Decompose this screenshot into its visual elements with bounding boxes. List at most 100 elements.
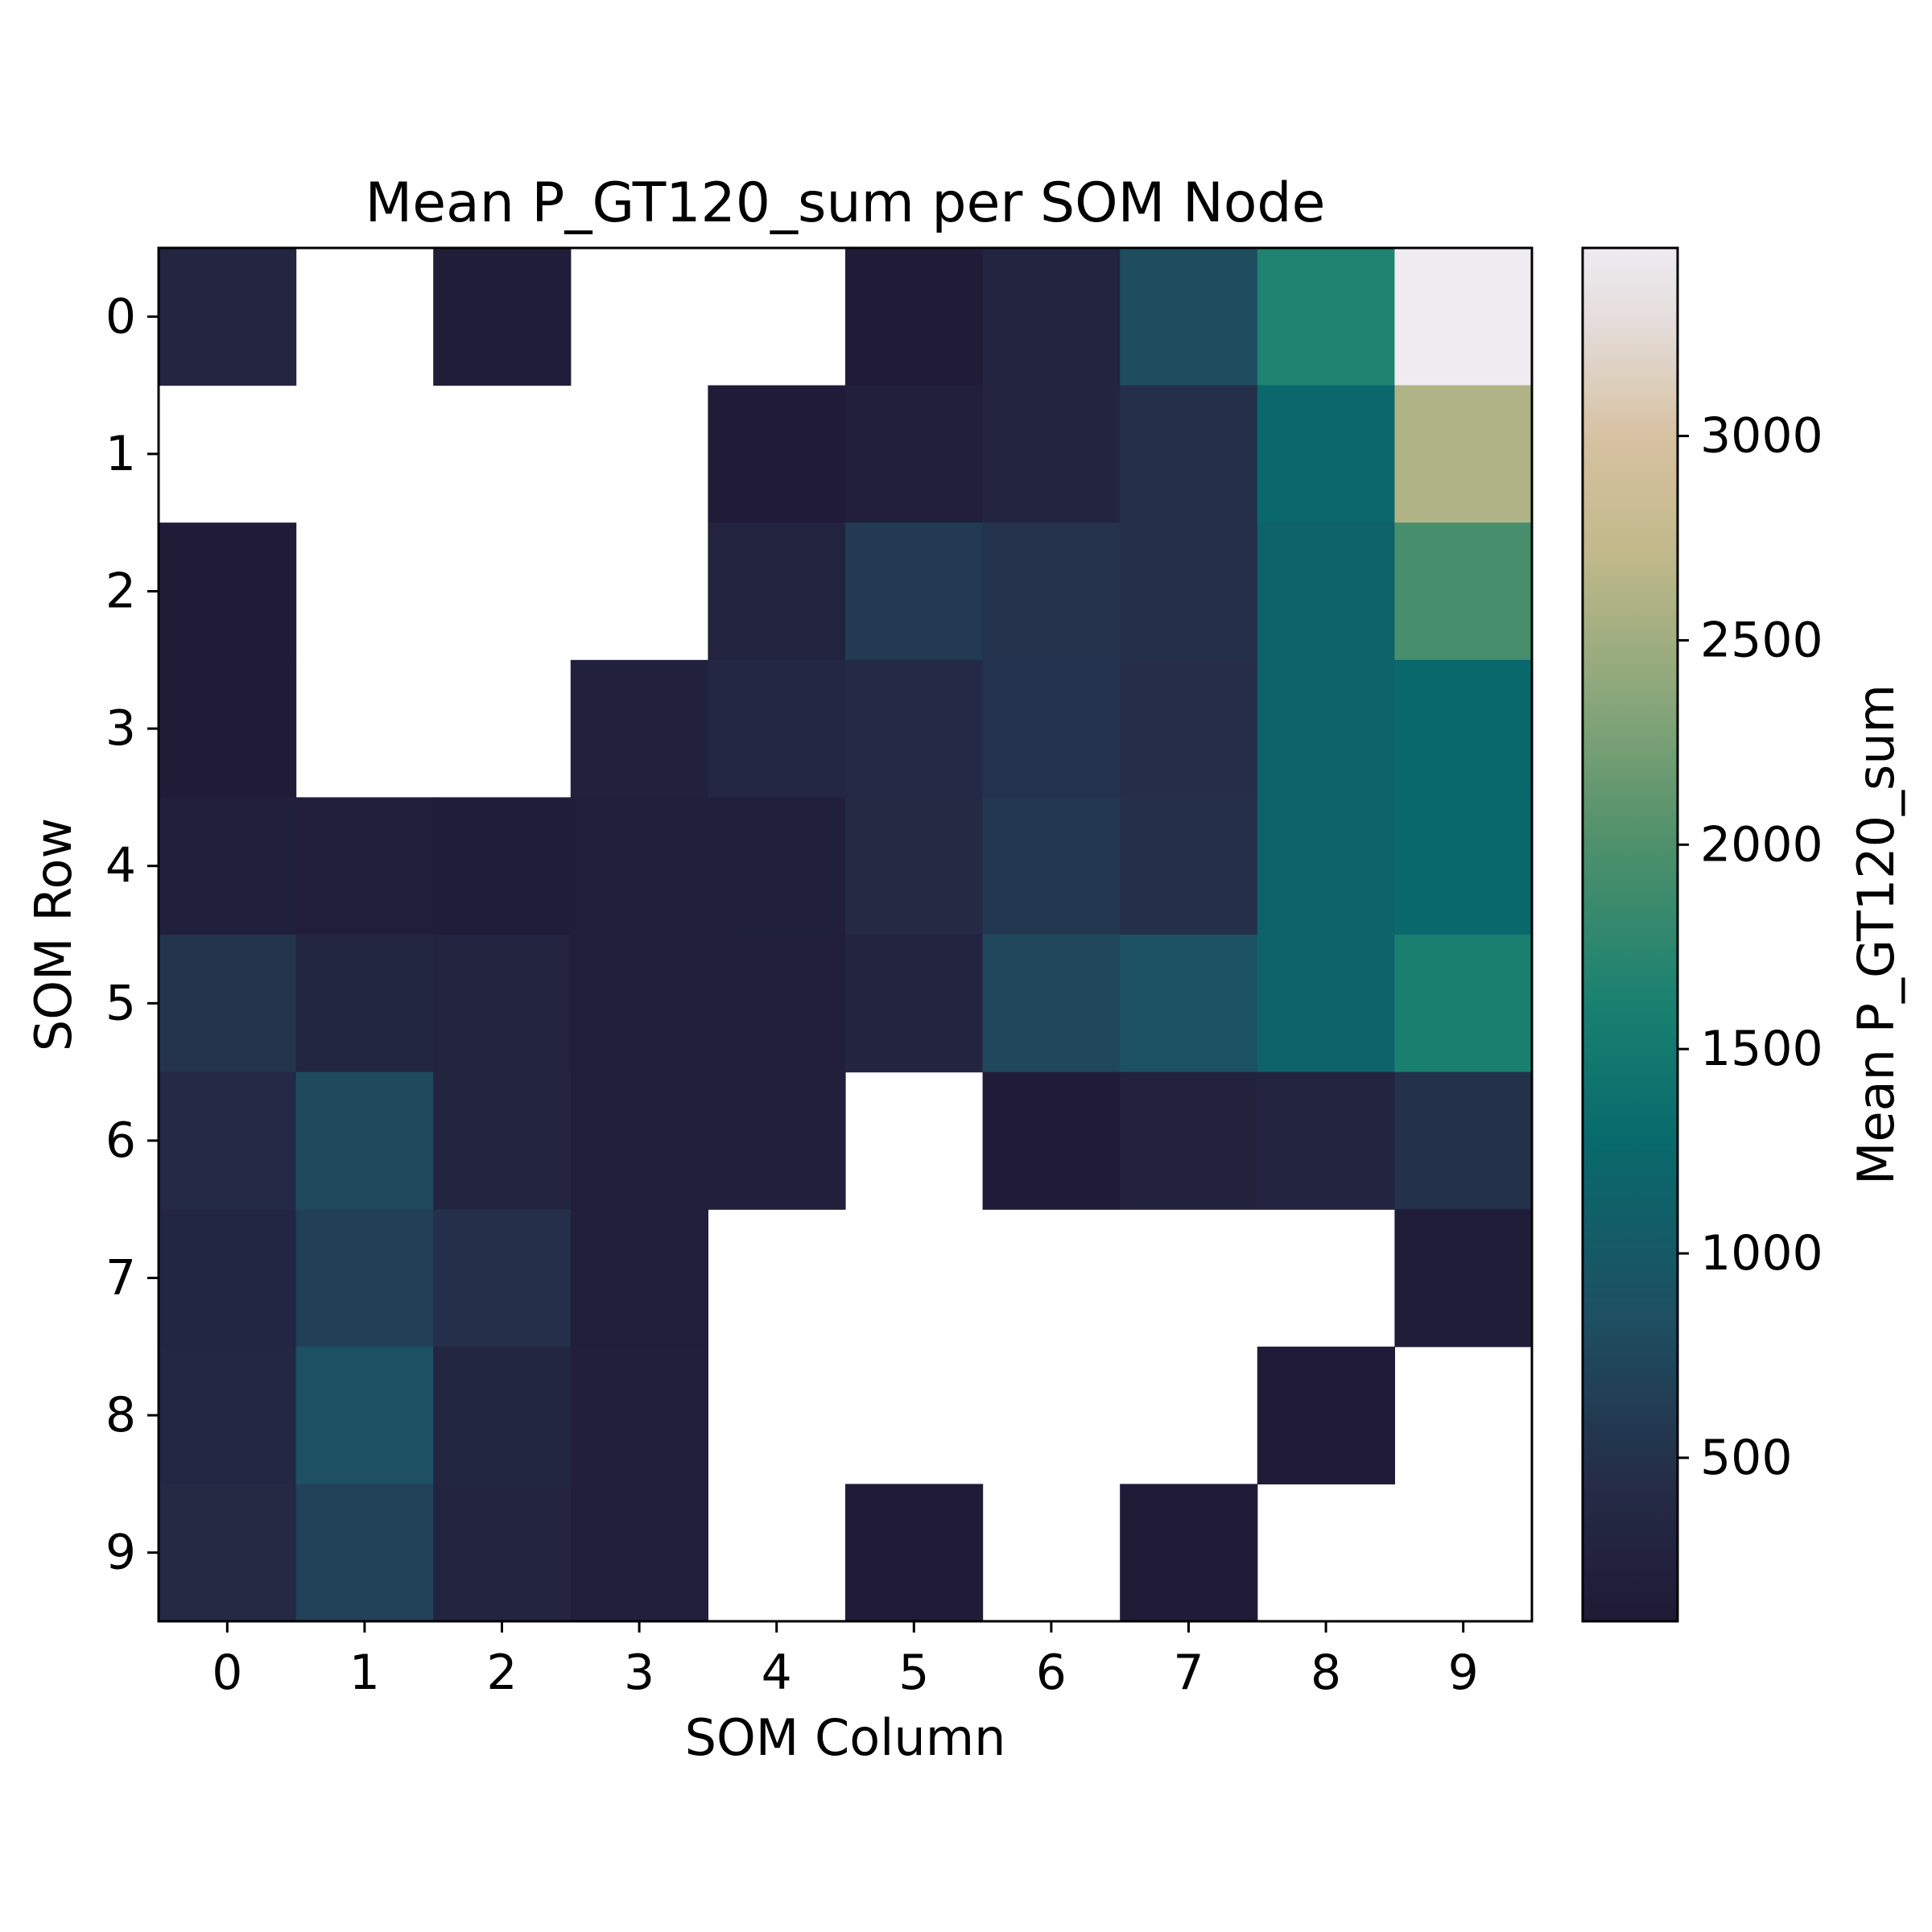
heatmap-cell-r2-c0 xyxy=(159,522,297,661)
y-axis-ticks: 0 1 2 3 4 5 6 7 8 9 xyxy=(105,288,159,1581)
heatmap-cell-r2-c6 xyxy=(982,522,1121,661)
x-tick-label: 1 xyxy=(349,1645,380,1701)
heatmap-cell-r3-c9 xyxy=(1394,659,1533,798)
heatmap-cell-r6-c3 xyxy=(570,1071,708,1210)
x-tick-label: 0 xyxy=(212,1645,242,1701)
heatmap-cell-r1-c6 xyxy=(982,385,1121,523)
heatmap-cell-r9-c2 xyxy=(433,1484,572,1622)
heatmap-cell-r4-c9 xyxy=(1394,797,1533,935)
heatmap-cell-r2-c8 xyxy=(1257,522,1395,661)
colorbar-tick-label: 2000 xyxy=(1700,816,1823,873)
heatmap-cell-r0-c8 xyxy=(1257,248,1395,386)
plot-frame xyxy=(157,246,1534,1623)
heatmap-cell-r7-c1 xyxy=(295,1209,434,1348)
heatmap-cell-r4-c8 xyxy=(1257,797,1395,935)
x-tick-label: 8 xyxy=(1311,1645,1341,1701)
y-tick-label: 8 xyxy=(105,1387,136,1443)
heatmap-cell-r5-c2 xyxy=(433,935,572,1073)
y-tick-label: 4 xyxy=(105,838,136,894)
heatmap-cell-r1-c8 xyxy=(1257,385,1395,523)
heatmap-cell-r3-c0 xyxy=(159,659,297,798)
heatmap-cell-r4-c3 xyxy=(570,797,708,935)
heatmap-cell-r5-c6 xyxy=(982,935,1121,1073)
heatmap-cell-r0-c9 xyxy=(1394,248,1533,386)
heatmap-cell-r6-c1 xyxy=(295,1071,434,1210)
x-tick-label: 5 xyxy=(898,1645,929,1701)
heatmap-cell-r7-c0 xyxy=(159,1209,297,1348)
heatmap-cell-r4-c6 xyxy=(982,797,1121,935)
x-tick-label: 3 xyxy=(624,1645,654,1701)
heatmap-cell-r1-c7 xyxy=(1120,385,1258,523)
heatmap-cell-r2-c7 xyxy=(1120,522,1258,661)
x-tick-label: 4 xyxy=(762,1645,792,1701)
y-tick-label: 5 xyxy=(105,975,136,1031)
heatmap-cell-r5-c7 xyxy=(1120,935,1258,1073)
heatmap-cell-r0-c2 xyxy=(433,248,572,386)
y-tick-label: 9 xyxy=(105,1525,136,1581)
colorbar-tick-label: 1500 xyxy=(1700,1021,1823,1077)
heatmap-cell-r2-c4 xyxy=(708,522,846,661)
heatmap-cell-r2-c5 xyxy=(845,522,984,661)
heatmap-cell-r6-c0 xyxy=(159,1071,297,1210)
y-tick-label: 3 xyxy=(105,700,136,757)
heatmap-cell-r5-c5 xyxy=(845,935,984,1073)
chart-title: Mean P_GT120_sum per SOM Node xyxy=(365,171,1326,235)
heatmap-cell-r5-c1 xyxy=(295,935,434,1073)
heatmap-cell-r5-c0 xyxy=(159,935,297,1073)
heatmap-cell-r6-c2 xyxy=(433,1071,572,1210)
heatmap-cell-r1-c5 xyxy=(845,385,984,523)
x-tick-label: 7 xyxy=(1173,1645,1203,1701)
x-tick-label: 9 xyxy=(1448,1645,1479,1701)
heatmap-cell-r8-c8 xyxy=(1257,1346,1395,1484)
heatmap-cell-r6-c9 xyxy=(1394,1071,1533,1210)
heatmap-cell-r6-c4 xyxy=(708,1071,846,1210)
heatmap-cells xyxy=(159,248,1533,1622)
heatmap-cell-r5-c4 xyxy=(708,935,846,1073)
colorbar-label: Mean P_GT120_sum xyxy=(1847,684,1905,1185)
heatmap-cell-r3-c3 xyxy=(570,659,708,798)
heatmap-cell-r8-c2 xyxy=(433,1346,572,1484)
heatmap-cell-r6-c8 xyxy=(1257,1071,1395,1210)
heatmap-cell-r4-c5 xyxy=(845,797,984,935)
heatmap-cell-r0-c7 xyxy=(1120,248,1258,386)
y-axis-label: SOM Row xyxy=(24,818,83,1051)
y-tick-label: 7 xyxy=(105,1250,136,1307)
heatmap-cell-r3-c8 xyxy=(1257,659,1395,798)
colorbar-tick-label: 3000 xyxy=(1700,408,1823,464)
heatmap-cell-r1-c9 xyxy=(1394,385,1533,523)
heatmap-cell-r2-c9 xyxy=(1394,522,1533,661)
heatmap-cell-r8-c3 xyxy=(570,1346,708,1484)
heatmap-cell-r8-c1 xyxy=(295,1346,434,1484)
colorbar-tick-label: 1000 xyxy=(1700,1225,1823,1282)
x-axis-label: SOM Column xyxy=(685,1708,1006,1767)
y-tick-label: 1 xyxy=(105,426,136,482)
heatmap-cell-r5-c3 xyxy=(570,935,708,1073)
heatmap-cell-r9-c5 xyxy=(845,1484,984,1622)
heatmap-cell-r7-c9 xyxy=(1394,1209,1533,1348)
x-tick-label: 2 xyxy=(486,1645,517,1701)
heatmap-cell-r4-c7 xyxy=(1120,797,1258,935)
heatmap-cell-r0-c6 xyxy=(982,248,1121,386)
heatmap-cell-r4-c0 xyxy=(159,797,297,935)
heatmap-cell-r3-c7 xyxy=(1120,659,1258,798)
heatmap-cell-r6-c7 xyxy=(1120,1071,1258,1210)
heatmap-cell-r5-c9 xyxy=(1394,935,1533,1073)
heatmap-cell-r9-c3 xyxy=(570,1484,708,1622)
heatmap-cell-r1-c4 xyxy=(708,385,846,523)
colorbar xyxy=(1581,246,1679,1623)
heatmap-cell-r7-c2 xyxy=(433,1209,572,1348)
heatmap-cell-r4-c4 xyxy=(708,797,846,935)
heatmap-cell-r6-c6 xyxy=(982,1071,1121,1210)
y-tick-label: 2 xyxy=(105,564,136,620)
heatmap-cell-r4-c1 xyxy=(295,797,434,935)
heatmap-cell-r8-c0 xyxy=(159,1346,297,1484)
heatmap-cell-r4-c2 xyxy=(433,797,572,935)
y-tick-label: 0 xyxy=(105,288,136,345)
y-tick-label: 6 xyxy=(105,1113,136,1169)
heatmap-cell-r3-c5 xyxy=(845,659,984,798)
heatmap-cell-r0-c5 xyxy=(845,248,984,386)
heatmap-cell-r9-c1 xyxy=(295,1484,434,1622)
heatmap-cell-r3-c6 xyxy=(982,659,1121,798)
colorbar-ticks: 500 1000 1500 2000 2500 3000 xyxy=(1678,408,1823,1486)
